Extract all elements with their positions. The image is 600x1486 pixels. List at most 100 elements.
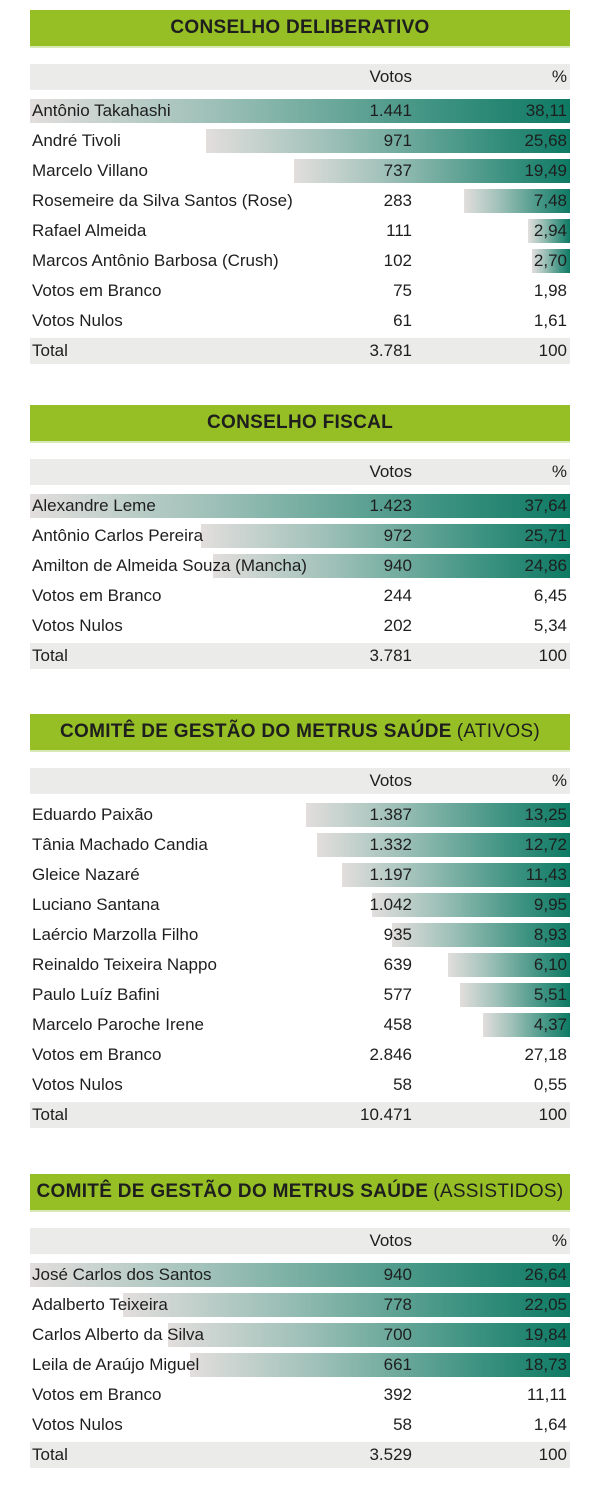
table-row: Votos em Branco 244 6,45 (30, 581, 570, 611)
percent-value: 19,84 (524, 1325, 567, 1344)
section-title-main: CONSELHO DELIBERATIVO (170, 17, 430, 38)
percent-bar (30, 1263, 570, 1287)
total-percent: 100 (538, 646, 567, 665)
percent-value: 0,55 (533, 1075, 567, 1094)
percent-value: 1,98 (533, 281, 567, 300)
total-votes: 3.781 (369, 341, 412, 360)
candidate-name: Votos em Branco (32, 281, 162, 300)
percent-bar (460, 983, 570, 1007)
total-percent: 100 (538, 1105, 567, 1124)
total-percent: 100 (538, 341, 567, 360)
percent-header: % (551, 67, 567, 86)
section-title: COMITÊ DE GESTÃO DO METRUS SAÚDE (ATIVOS) (30, 714, 570, 752)
table-row: Luciano Santana 1.042 9,95 (30, 890, 570, 920)
table-row: Votos Nulos 61 1,61 (30, 306, 570, 336)
percent-value: 4,37 (533, 1015, 567, 1034)
table-row: Marcos Antônio Barbosa (Crush) 102 2,70 (30, 246, 570, 276)
percent-bar (371, 893, 570, 917)
percent-value: 27,18 (524, 1045, 567, 1064)
total-row: Total 10.471 100 (30, 1102, 570, 1128)
table-row: Adalberto Teixeira 778 22,05 (30, 1290, 570, 1320)
percent-bar (201, 524, 570, 548)
table-row: Reinaldo Teixeira Nappo 639 6,10 (30, 950, 570, 980)
votes-value: 111 (386, 221, 412, 240)
votes-value: 392 (383, 1385, 412, 1404)
table-row: Leila de Araújo Miguel 661 18,73 (30, 1350, 570, 1380)
table-row: Votos em Branco 2.846 27,18 (30, 1040, 570, 1070)
results-section: COMITÊ DE GESTÃO DO METRUS SAÚDE (ASSISTI… (30, 1174, 570, 1468)
votes-value: 244 (383, 586, 412, 605)
percent-value: 19,49 (524, 161, 567, 180)
percent-value: 38,11 (525, 101, 567, 120)
votes-value: 639 (383, 955, 412, 974)
results-section: CONSELHO DELIBERATIVO Votos% Antônio Takah… (30, 10, 570, 364)
votes-header: Votos (369, 462, 412, 481)
votes-header: Votos (369, 771, 412, 790)
percent-value: 6,10 (533, 955, 567, 974)
section-title-main: COMITÊ DE GESTÃO DO METRUS SAÚDE (36, 1181, 429, 1202)
percent-value: 13,25 (524, 805, 567, 824)
votes-value: 577 (383, 985, 412, 1004)
votes-value: 102 (383, 251, 412, 270)
total-label: Total (32, 646, 68, 665)
total-label: Total (32, 1445, 68, 1464)
table-row: Votos Nulos 58 1,64 (30, 1410, 570, 1440)
votes-value: 737 (383, 161, 412, 180)
percent-value: 11,11 (526, 1385, 567, 1404)
votes-value: 61 (393, 311, 412, 330)
percent-value: 9,95 (533, 895, 567, 914)
table-row: Marcelo Villano 737 19,49 (30, 156, 570, 186)
table-row: Antônio Takahashi 1.441 38,11 (30, 96, 570, 126)
percent-bar (206, 129, 570, 153)
percent-value: 12,72 (524, 835, 567, 854)
percent-value: 11,43 (525, 865, 567, 884)
percent-bar (482, 1013, 570, 1037)
percent-value: 18,73 (524, 1355, 567, 1374)
votes-value: 972 (383, 526, 412, 545)
section-title: CONSELHO FISCAL (30, 405, 570, 443)
total-votes: 3.529 (369, 1445, 412, 1464)
votes-value: 1.423 (369, 496, 412, 515)
table-row: Gleice Nazaré 1.197 11,43 (30, 860, 570, 890)
table-row: Rafael Almeida 111 2,94 (30, 216, 570, 246)
section-subtitle: (ASSISTIDOS) (433, 1181, 564, 1202)
percent-value: 25,68 (524, 131, 567, 150)
percent-value: 5,34 (533, 616, 567, 635)
votes-value: 940 (383, 556, 412, 575)
results-section: COMITÊ DE GESTÃO DO METRUS SAÚDE (ATIVOS)… (30, 714, 570, 1128)
percent-value: 22,05 (524, 1295, 567, 1314)
percent-value: 1,64 (533, 1415, 567, 1434)
candidate-name: Rafael Almeida (32, 221, 147, 240)
percent-header: % (551, 1231, 567, 1250)
percent-bar (30, 99, 570, 123)
percent-value: 7,48 (533, 191, 567, 210)
percent-bar (392, 923, 570, 947)
candidate-name: Luciano Santana (32, 895, 160, 914)
table-row: Rosemeire da Silva Santos (Rose) 283 7,48 (30, 186, 570, 216)
percent-value: 2,70 (533, 251, 567, 270)
candidate-name: Antônio Carlos Pereira (32, 526, 204, 545)
percent-value: 6,45 (533, 586, 567, 605)
candidate-name: Votos Nulos (32, 616, 123, 635)
table-row: Amilton de Almeida Souza (Mancha) 940 24,8… (30, 551, 570, 581)
candidate-name: Carlos Alberto da Silva (32, 1325, 204, 1344)
candidate-name: Leila de Araújo Miguel (32, 1355, 200, 1374)
votes-value: 1.197 (369, 865, 412, 884)
candidate-name: Paulo Luíz Bafini (32, 985, 160, 1004)
section-title-main: COMITÊ DE GESTÃO DO METRUS SAÚDE (59, 721, 452, 742)
result-rows: Eduardo Paixão 1.387 13,25 Tânia Machado Ca… (30, 800, 570, 1100)
votes-value: 778 (383, 1295, 412, 1314)
section-title: COMITÊ DE GESTÃO DO METRUS SAÚDE (ASSISTI… (30, 1174, 570, 1212)
candidate-name: Reinaldo Teixeira Nappo (32, 955, 217, 974)
table-row: Marcelo Paroche Irene 458 4,37 (30, 1010, 570, 1040)
candidate-name: Antônio Takahashi (32, 101, 171, 120)
votes-value: 700 (383, 1325, 412, 1344)
votes-value: 58 (393, 1415, 412, 1434)
results-section: CONSELHO FISCAL Votos% Alexandre Leme 1.423… (30, 405, 570, 669)
candidate-name: Laércio Marzolla Filho (32, 925, 199, 944)
candidate-name: Marcos Antônio Barbosa (Crush) (32, 251, 279, 270)
result-rows: Antônio Takahashi 1.441 38,11 André Tivoli 9… (30, 96, 570, 336)
total-votes: 10.471 (360, 1105, 412, 1124)
table-row: Carlos Alberto da Silva 700 19,84 (30, 1320, 570, 1350)
result-rows: Alexandre Leme 1.423 37,64 Antônio Carlos P… (30, 491, 570, 641)
